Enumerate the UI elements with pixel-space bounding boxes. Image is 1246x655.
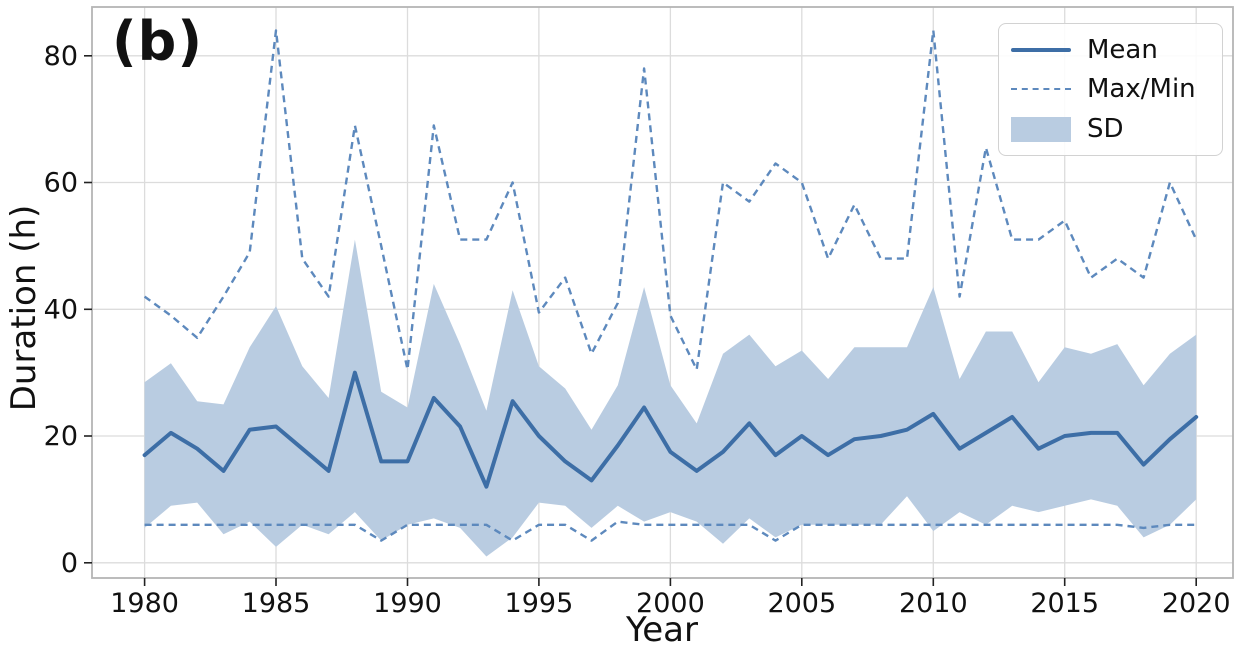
- max-line: [143, 29, 1198, 371]
- sd-band-swatch: [1011, 116, 1071, 142]
- panel-label: (b): [112, 10, 204, 73]
- mean-line-swatch: [1011, 47, 1071, 52]
- x-tick-label: 2005: [767, 588, 836, 619]
- y-tick-label: 60: [44, 168, 78, 199]
- x-tick-label: 2015: [1030, 588, 1099, 619]
- maxmin-line-swatch: [1011, 88, 1071, 91]
- min-line: [144, 520, 1197, 542]
- sd-band: [144, 239, 1197, 557]
- y-tick-label: 20: [44, 421, 78, 452]
- y-tick-label: 40: [44, 294, 78, 325]
- x-tick-label: 2000: [636, 588, 705, 619]
- x-tick-label: 2010: [899, 588, 968, 619]
- legend-label-mean: Mean: [1087, 34, 1158, 65]
- legend: Mean Max/Min SD: [998, 23, 1223, 156]
- y-tick-label: 0: [61, 548, 78, 579]
- legend-label-maxmin: Max/Min: [1087, 74, 1196, 105]
- mean-line: [142, 370, 1199, 489]
- y-tick-label: 80: [44, 41, 78, 72]
- legend-item-mean: Mean: [1011, 37, 1216, 63]
- x-tick-label: 1980: [110, 588, 179, 619]
- legend-item-sd: SD: [1011, 116, 1216, 142]
- legend-label-sd: SD: [1087, 114, 1124, 145]
- x-axis-title: Year: [626, 610, 698, 650]
- x-tick-label: 1990: [373, 588, 442, 619]
- x-tick-label: 1995: [505, 588, 574, 619]
- x-tick-label: 1985: [242, 588, 311, 619]
- axes-spines: [91, 6, 1234, 579]
- legend-item-maxmin: Max/Min: [1011, 76, 1216, 102]
- x-tick-label: 2020: [1162, 588, 1231, 619]
- y-axis-title: Duration (h): [4, 204, 44, 412]
